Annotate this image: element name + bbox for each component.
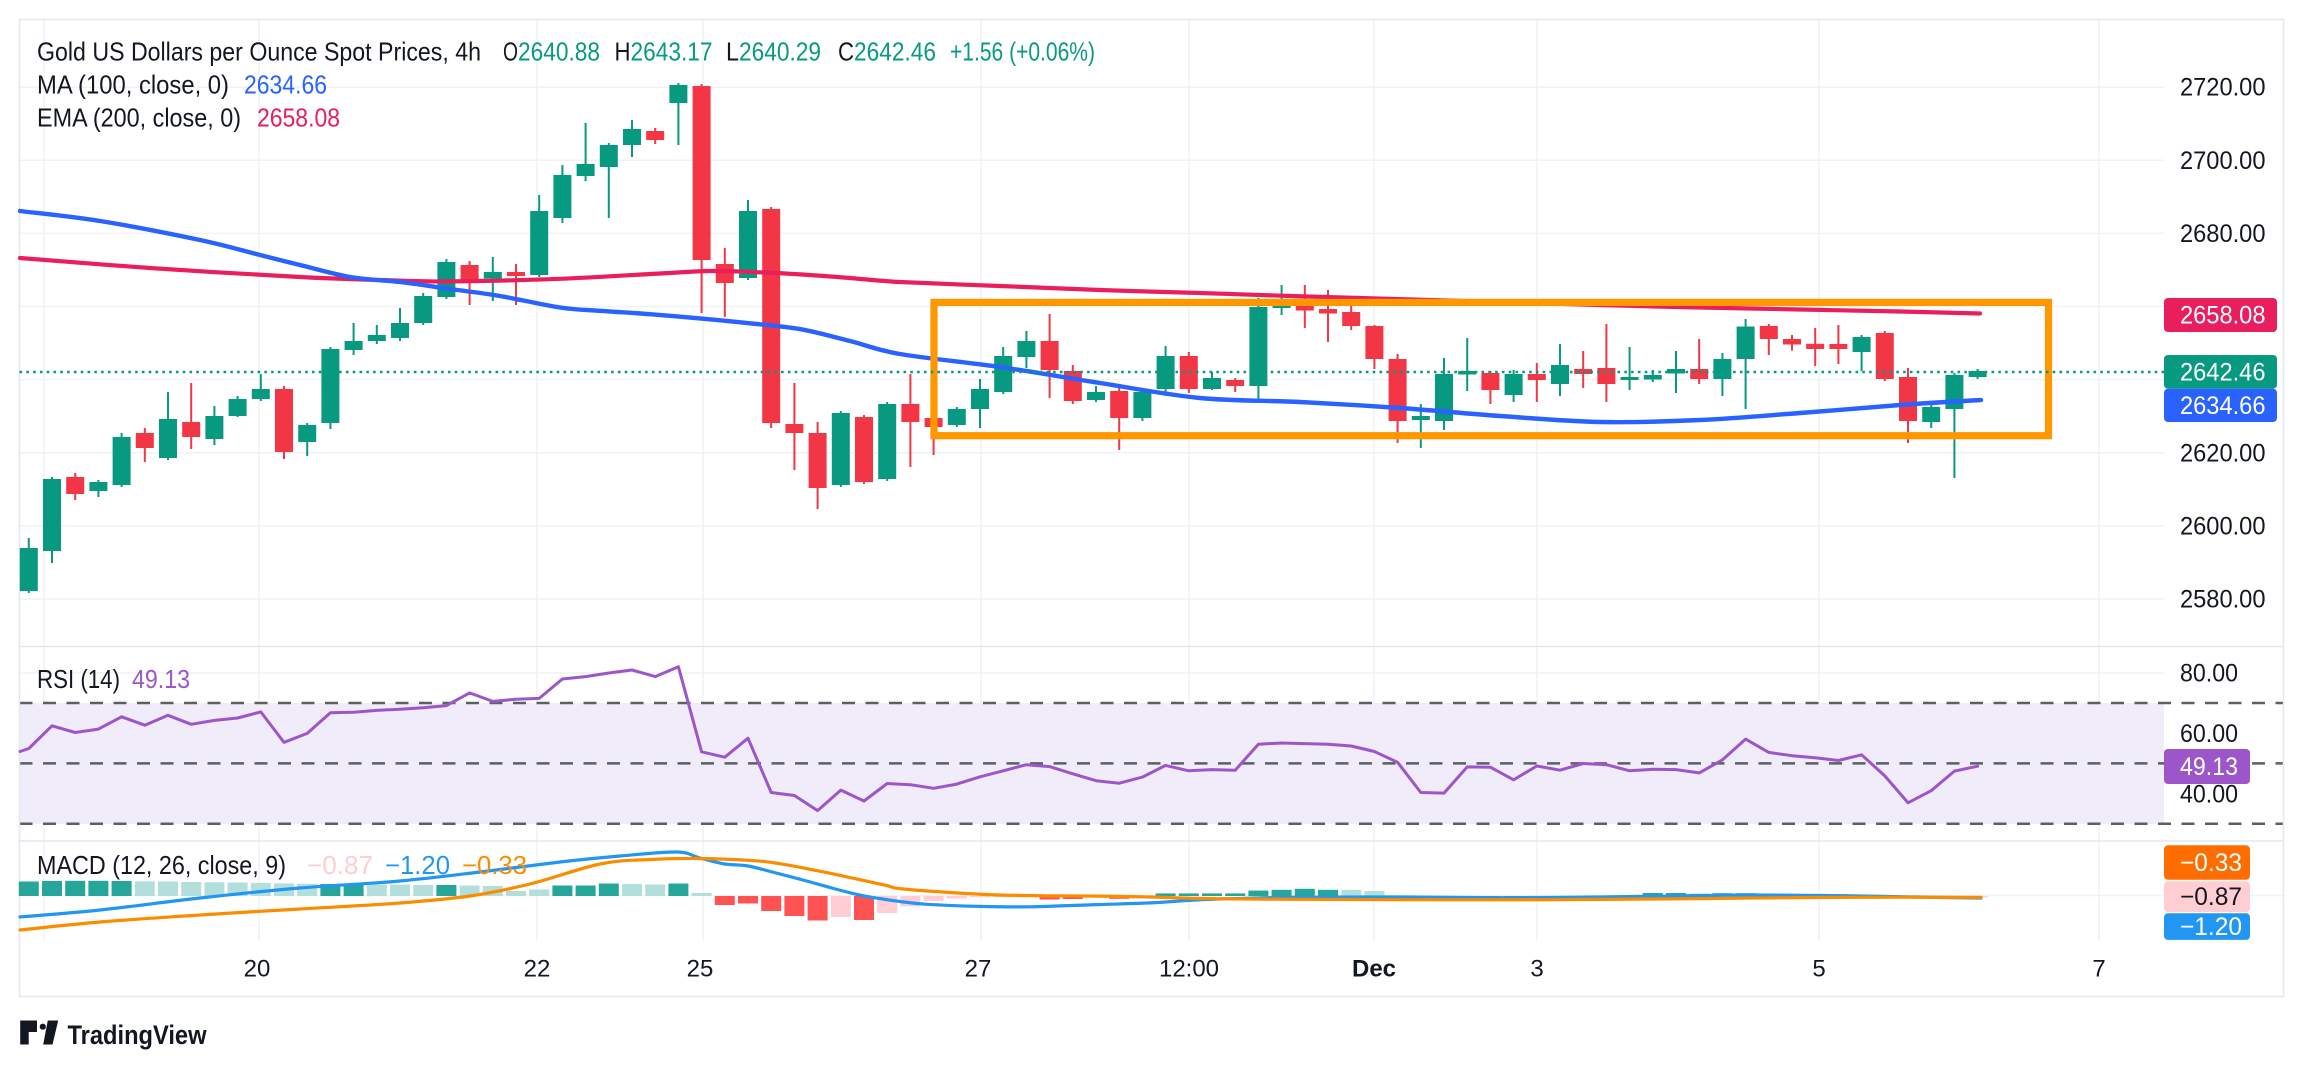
svg-text:L: L bbox=[726, 37, 739, 67]
svg-text:60.00: 60.00 bbox=[2180, 720, 2238, 748]
svg-text:−0.33: −0.33 bbox=[2180, 849, 2242, 877]
svg-text:2600.00: 2600.00 bbox=[2180, 512, 2266, 540]
svg-text:2642.46: 2642.46 bbox=[854, 37, 936, 67]
svg-text:2700.00: 2700.00 bbox=[2180, 147, 2266, 175]
svg-text:Dec: Dec bbox=[1352, 956, 1396, 983]
svg-text:O: O bbox=[503, 37, 518, 67]
svg-text:−1.20: −1.20 bbox=[2180, 913, 2242, 941]
svg-text:−0.33: −0.33 bbox=[462, 850, 527, 880]
svg-text:−0.87: −0.87 bbox=[307, 850, 373, 880]
svg-text:40.00: 40.00 bbox=[2180, 780, 2238, 808]
svg-text:Gold US Dollars per Ounce Spot: Gold US Dollars per Ounce Spot Prices, 4… bbox=[37, 37, 481, 67]
svg-text:2642.46: 2642.46 bbox=[2180, 358, 2266, 386]
svg-text:49.13: 49.13 bbox=[132, 664, 190, 694]
svg-text:2658.08: 2658.08 bbox=[2180, 302, 2266, 330]
svg-text:RSI (14): RSI (14) bbox=[37, 664, 120, 694]
svg-text:25: 25 bbox=[687, 956, 714, 983]
svg-text:MACD (12, 26, close, 9): MACD (12, 26, close, 9) bbox=[37, 850, 286, 880]
svg-text:EMA (200, close, 0): EMA (200, close, 0) bbox=[37, 103, 241, 133]
svg-text:H: H bbox=[615, 37, 631, 67]
svg-text:3: 3 bbox=[1530, 956, 1543, 983]
svg-text:2580.00: 2580.00 bbox=[2180, 586, 2266, 614]
svg-text:22: 22 bbox=[524, 956, 551, 983]
svg-text:+1.56 (+0.06%): +1.56 (+0.06%) bbox=[950, 37, 1095, 67]
svg-text:MA (100, close, 0): MA (100, close, 0) bbox=[37, 70, 229, 100]
svg-text:2720.00: 2720.00 bbox=[2180, 74, 2266, 102]
svg-text:TradingView: TradingView bbox=[68, 1020, 208, 1050]
svg-text:12:00: 12:00 bbox=[1159, 956, 1219, 983]
svg-text:2640.29: 2640.29 bbox=[739, 37, 821, 67]
svg-text:2680.00: 2680.00 bbox=[2180, 220, 2266, 248]
svg-text:C: C bbox=[838, 37, 854, 67]
svg-text:5: 5 bbox=[1812, 956, 1825, 983]
svg-text:2620.00: 2620.00 bbox=[2180, 439, 2266, 467]
svg-text:2643.17: 2643.17 bbox=[631, 37, 713, 67]
svg-text:80.00: 80.00 bbox=[2180, 660, 2238, 688]
svg-text:27: 27 bbox=[965, 956, 992, 983]
svg-text:−1.20: −1.20 bbox=[385, 850, 450, 880]
svg-text:7: 7 bbox=[2092, 956, 2105, 983]
svg-text:−0.87: −0.87 bbox=[2180, 883, 2242, 911]
svg-text:2640.88: 2640.88 bbox=[518, 37, 600, 67]
svg-text:2634.66: 2634.66 bbox=[2180, 392, 2266, 420]
svg-text:49.13: 49.13 bbox=[2180, 753, 2238, 781]
svg-text:20: 20 bbox=[244, 956, 271, 983]
svg-text:2658.08: 2658.08 bbox=[257, 103, 340, 133]
svg-text:2634.66: 2634.66 bbox=[244, 70, 327, 100]
